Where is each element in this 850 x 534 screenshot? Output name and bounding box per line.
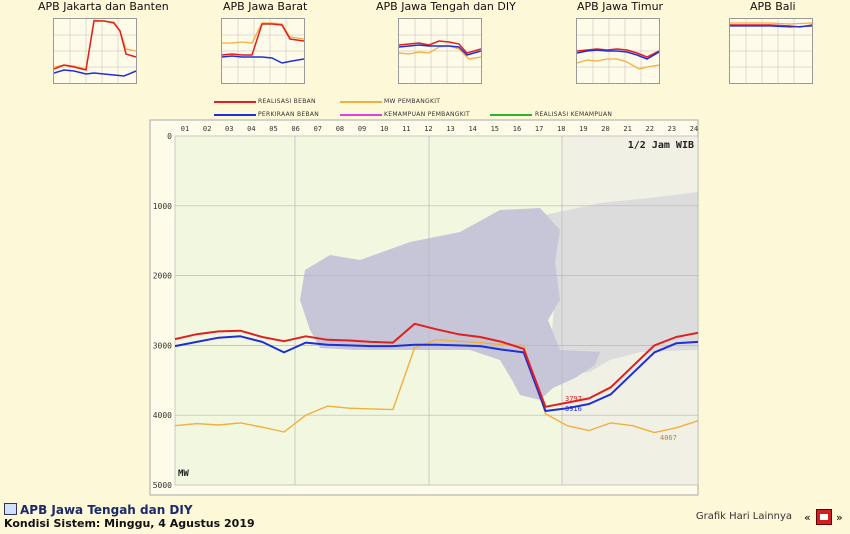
legend-realisasi-label: REALISASI BEBAN bbox=[258, 98, 316, 105]
mini-chart-bali-svg bbox=[730, 19, 812, 83]
x-tick-label: 04 bbox=[247, 125, 255, 133]
series-line-1 bbox=[174, 335, 699, 412]
end-label-perkiraan: 3916 bbox=[565, 405, 582, 413]
legend-kemampuan-swatch bbox=[340, 114, 382, 116]
x-tick-label: 06 bbox=[291, 125, 299, 133]
mini-chart-jabar-svg bbox=[222, 19, 304, 83]
x-tick-label: 15 bbox=[491, 125, 499, 133]
y-tick-label: 3000 bbox=[153, 341, 172, 350]
x-tick-label: 10 bbox=[380, 125, 388, 133]
mini-title-3: APB Jawa Tengah dan DIY bbox=[376, 0, 516, 13]
map-land-right bbox=[545, 192, 698, 376]
footer-status: Kondisi Sistem: Minggu, 4 Agustus 2019 bbox=[4, 517, 255, 530]
series-line-2 bbox=[174, 339, 699, 434]
x-tick-label: 07 bbox=[314, 125, 322, 133]
y-tick-label: 0 bbox=[167, 132, 172, 141]
x-tick-label: 02 bbox=[203, 125, 211, 133]
calendar-icon[interactable] bbox=[816, 509, 832, 525]
legend-realisasi-swatch bbox=[214, 101, 256, 103]
legend-realisasi-kemampuan-swatch bbox=[490, 114, 532, 116]
x-tick-label: 21 bbox=[623, 125, 631, 133]
x-tick-label: 18 bbox=[557, 125, 565, 133]
corner-label: 1/2 Jam WIB bbox=[628, 140, 694, 151]
x-tick-label: 19 bbox=[579, 125, 587, 133]
end-label-mw: 4067 bbox=[660, 434, 677, 442]
window-icon bbox=[4, 503, 17, 515]
mini-chart-jateng[interactable] bbox=[398, 18, 482, 84]
legend-mw-label: MW PEMBANGKIT bbox=[384, 98, 441, 105]
mini-chart-jabar[interactable] bbox=[221, 18, 305, 84]
mini-chart-jatim[interactable] bbox=[576, 18, 660, 84]
chart-series bbox=[174, 322, 699, 434]
mini-chart-bali[interactable] bbox=[729, 18, 813, 84]
x-tick-label: 12 bbox=[424, 125, 432, 133]
x-tick-label: 13 bbox=[446, 125, 454, 133]
nav-next-button[interactable]: » bbox=[836, 511, 843, 524]
x-tick-label: 16 bbox=[513, 125, 521, 133]
y-tick-label: 5000 bbox=[153, 481, 172, 490]
mini-chart-jakarta-svg bbox=[54, 19, 136, 83]
x-tick-label: 08 bbox=[336, 125, 344, 133]
unit-label: MW bbox=[178, 469, 189, 479]
x-tick-label: 17 bbox=[535, 125, 543, 133]
x-tick-labels: 01 02 03 04 05 06 07 08 09 10 11 12 13 14 15 16 17 18 19 20… bbox=[181, 125, 698, 133]
x-tick-label: 14 bbox=[468, 125, 476, 133]
footer-title: APB Jawa Tengah dan DIY bbox=[4, 503, 193, 517]
footer-title-text: APB Jawa Tengah dan DIY bbox=[20, 503, 193, 517]
y-tick-label: 1000 bbox=[153, 202, 172, 211]
x-tick-label: 11 bbox=[402, 125, 410, 133]
y-tick-labels: 0 1000 2000 3000 4000 5000 bbox=[153, 132, 172, 490]
legend-perkiraan-swatch bbox=[214, 114, 256, 116]
x-tick-label: 05 bbox=[269, 125, 277, 133]
mini-title-4: APB Jawa Timur bbox=[577, 0, 664, 13]
legend-perkiraan-label: PERKIRAAN BEBAN bbox=[258, 111, 320, 118]
series-line-0 bbox=[174, 322, 699, 408]
x-tick-label: 01 bbox=[181, 125, 189, 133]
x-tick-label: 24 bbox=[690, 125, 698, 133]
legend-kemampuan-label: KEMAMPUAN PEMBANGKIT bbox=[384, 111, 471, 118]
mini-chart-jakarta[interactable] bbox=[53, 18, 137, 84]
x-tick-label: 23 bbox=[668, 125, 676, 133]
mini-chart-jatim-svg bbox=[577, 19, 659, 83]
nav-prev-button[interactable]: « bbox=[804, 511, 811, 524]
mini-title-1: APB Jakarta dan Banten bbox=[38, 0, 169, 13]
y-tick-label: 2000 bbox=[153, 272, 172, 281]
x-tick-label: 09 bbox=[358, 125, 366, 133]
x-tick-label: 20 bbox=[601, 125, 609, 133]
x-tick-label: 03 bbox=[225, 125, 233, 133]
y-tick-label: 4000 bbox=[153, 411, 172, 420]
legend-realisasi-kemampuan-label: REALISASI KEMAMPUAN bbox=[535, 111, 613, 118]
mini-chart-jateng-svg bbox=[399, 19, 481, 83]
other-day-chart-link[interactable]: Grafik Hari Lainnya bbox=[695, 511, 792, 522]
chart-grid bbox=[174, 135, 699, 486]
mini-title-5: APB Bali bbox=[750, 0, 796, 13]
end-label-realisasi: 3797 bbox=[565, 395, 582, 403]
mini-title-2: APB Jawa Barat bbox=[223, 0, 308, 13]
legend-mw-swatch bbox=[340, 101, 382, 103]
x-tick-label: 22 bbox=[646, 125, 654, 133]
